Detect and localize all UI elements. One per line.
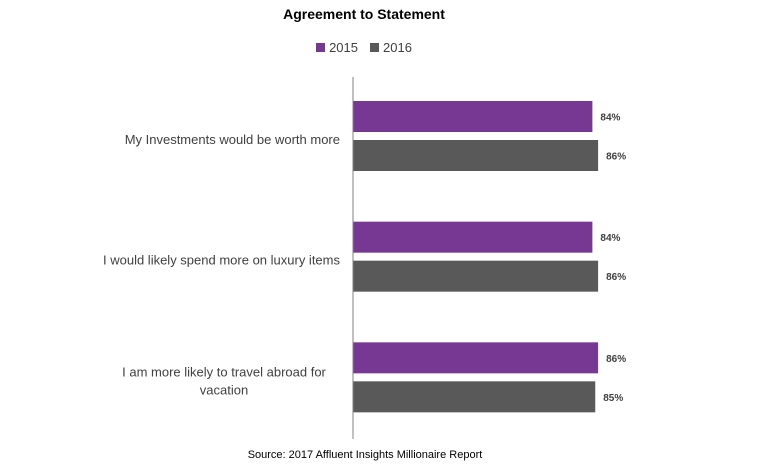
bar-2016-2 [353,260,599,292]
bar-2015-2 [353,221,593,253]
data-label-2015-1: 84% [600,113,620,124]
chart-legend: 2015 2016 [0,40,728,55]
bar-2015-3 [353,342,599,374]
category-label-2: I would likely spend more on luxury item… [103,253,340,268]
data-label-2015-2: 84% [600,233,620,244]
category-label-3: I am more likely to travel abroad for vac… [122,364,326,397]
data-label-2015-3: 86% [606,354,626,365]
legend-label-2016: 2016 [383,40,412,55]
legend-swatch-2016 [370,43,379,52]
legend-item-2016: 2016 [370,40,412,55]
bar-2016-3 [353,381,596,413]
category-label-1: My Investments would be worth more [125,132,340,147]
bar-2015-1 [353,101,593,132]
data-label-2016-2: 86% [606,272,626,283]
legend-label-2015: 2015 [329,40,358,55]
legend-swatch-2015 [316,43,326,52]
bar-2016-1 [353,140,599,171]
source-note: Source: 2017 Affluent Insights Millionai… [247,449,483,461]
data-label-2016-3: 85% [603,393,623,404]
chart-title: Agreement to Statement [283,6,445,22]
legend-item-2015: 2015 [316,40,358,55]
data-label-2016-1: 86% [606,152,626,163]
